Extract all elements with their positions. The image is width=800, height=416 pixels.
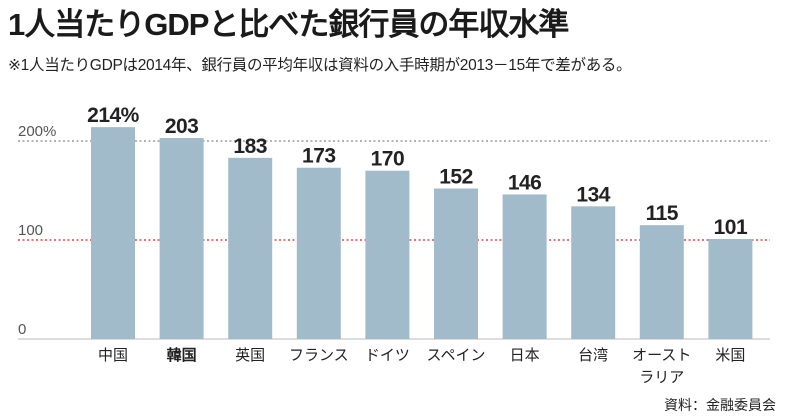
bar-value-label: 152 (439, 166, 473, 189)
bar-value-label: 115 (646, 202, 679, 225)
category-label: 韓国 (166, 347, 197, 364)
bar (639, 225, 684, 339)
chart-title: 1人当たりGDPと比べた銀行員の年収水準 (8, 7, 569, 42)
bar (91, 127, 135, 339)
category-label: オースト ラリア (632, 347, 692, 386)
category-label: 中国 (97, 347, 128, 364)
category-label: フランス (288, 347, 349, 364)
bar (159, 138, 204, 339)
bar (228, 157, 273, 339)
category-label: スペイン (426, 347, 486, 364)
bar (296, 167, 341, 339)
bar-value-label: 101 (714, 216, 748, 239)
chart-subtitle: ※1人当たりGDPは2014年、銀行員の平均年収は資料の入手時期が2013－15… (8, 57, 632, 74)
bar-value-label: 183 (233, 135, 267, 158)
category-label: 台湾 (578, 347, 609, 364)
bar-value-label: 146 (508, 171, 542, 194)
bar (708, 239, 753, 339)
y-tick-label: 200% (18, 123, 56, 140)
y-axis-labels: 200% 100 0 (18, 123, 56, 338)
bar-value-labels: 214% 203 183 173 170 152 146 134 115 101 (87, 104, 748, 239)
bar-value-label: 214% (87, 104, 140, 127)
category-label: ドイツ (364, 347, 410, 364)
bar (502, 194, 547, 339)
source-note: 資料：金融委員会 (664, 397, 776, 413)
bar-value-label: 170 (371, 148, 405, 171)
bar (434, 188, 478, 339)
bar (571, 206, 616, 339)
bar (365, 170, 410, 339)
category-label: 英国 (235, 347, 266, 364)
y-tick-label: 100 (18, 222, 43, 239)
bar-value-label: 134 (576, 183, 610, 206)
bar-value-label: 203 (165, 115, 199, 138)
category-label: 米国 (715, 347, 746, 364)
bars (91, 127, 753, 339)
bar-value-label: 173 (302, 145, 336, 168)
category-label: 日本 (509, 347, 540, 364)
y-tick-label: 0 (18, 321, 26, 338)
